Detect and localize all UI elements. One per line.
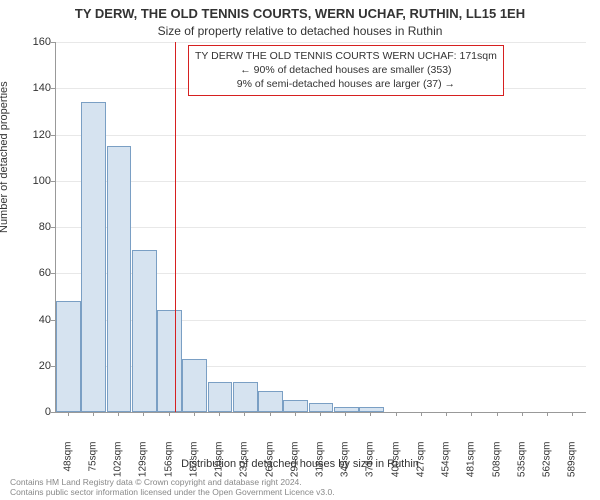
reference-line xyxy=(175,42,176,412)
x-tick-mark xyxy=(93,412,94,416)
y-tick-label: 0 xyxy=(21,406,51,418)
y-tick-mark xyxy=(51,181,55,182)
x-tick-mark xyxy=(169,412,170,416)
gridline xyxy=(56,181,586,182)
x-tick-label: 102sqm xyxy=(113,442,124,482)
annotation-line2: ← 90% of detached houses are smaller (35… xyxy=(195,63,497,77)
x-tick-mark xyxy=(547,412,548,416)
annotation-box: TY DERW THE OLD TENNIS COURTS WERN UCHAF… xyxy=(188,45,504,96)
gridline xyxy=(56,42,586,43)
y-tick-mark xyxy=(51,273,55,274)
chart-title: TY DERW, THE OLD TENNIS COURTS, WERN UCH… xyxy=(0,6,600,21)
x-tick-mark xyxy=(68,412,69,416)
x-tick-mark xyxy=(219,412,220,416)
histogram-bar xyxy=(132,250,157,412)
histogram-bar xyxy=(359,407,384,412)
x-tick-mark xyxy=(244,412,245,416)
x-tick-mark xyxy=(118,412,119,416)
x-tick-label: 210sqm xyxy=(214,442,225,482)
histogram-bar xyxy=(56,301,81,412)
y-tick-label: 80 xyxy=(21,221,51,233)
x-tick-mark xyxy=(370,412,371,416)
x-tick-mark xyxy=(421,412,422,416)
y-tick-label: 100 xyxy=(21,175,51,187)
annotation-line3: 9% of semi-detached houses are larger (3… xyxy=(195,77,497,91)
y-tick-mark xyxy=(51,88,55,89)
x-tick-label: 237sqm xyxy=(239,442,250,482)
x-tick-mark xyxy=(446,412,447,416)
x-tick-mark xyxy=(572,412,573,416)
x-tick-label: 156sqm xyxy=(163,442,174,482)
x-tick-mark xyxy=(396,412,397,416)
x-tick-label: 508sqm xyxy=(491,442,502,482)
x-tick-label: 291sqm xyxy=(289,442,300,482)
x-tick-label: 48sqm xyxy=(62,442,73,482)
x-tick-mark xyxy=(270,412,271,416)
y-tick-mark xyxy=(51,412,55,413)
x-tick-label: 400sqm xyxy=(390,442,401,482)
gridline xyxy=(56,227,586,228)
x-tick-label: 129sqm xyxy=(138,442,149,482)
x-tick-label: 183sqm xyxy=(188,442,199,482)
x-tick-mark xyxy=(345,412,346,416)
x-tick-mark xyxy=(522,412,523,416)
histogram-bar xyxy=(233,382,258,412)
histogram-bar xyxy=(283,400,308,412)
y-tick-label: 20 xyxy=(21,360,51,372)
x-tick-label: 427sqm xyxy=(415,442,426,482)
x-tick-mark xyxy=(471,412,472,416)
x-tick-mark xyxy=(295,412,296,416)
x-tick-label: 454sqm xyxy=(441,442,452,482)
histogram-bar xyxy=(208,382,233,412)
x-tick-label: 535sqm xyxy=(516,442,527,482)
gridline xyxy=(56,135,586,136)
footer-line2: Contains public sector information licen… xyxy=(10,487,335,498)
x-tick-label: 345sqm xyxy=(340,442,351,482)
y-tick-label: 40 xyxy=(21,314,51,326)
histogram-bar xyxy=(107,146,132,412)
chart-container: TY DERW, THE OLD TENNIS COURTS, WERN UCH… xyxy=(0,0,600,500)
histogram-bar xyxy=(258,391,283,412)
histogram-bar xyxy=(157,310,182,412)
x-tick-label: 75sqm xyxy=(87,442,98,482)
x-tick-mark xyxy=(194,412,195,416)
y-tick-mark xyxy=(51,366,55,367)
histogram-bar xyxy=(182,359,207,412)
annotation-line1: TY DERW THE OLD TENNIS COURTS WERN UCHAF… xyxy=(195,49,497,63)
y-tick-label: 60 xyxy=(21,267,51,279)
x-tick-label: 318sqm xyxy=(315,442,326,482)
x-tick-label: 589sqm xyxy=(567,442,578,482)
y-tick-label: 140 xyxy=(21,82,51,94)
x-tick-label: 481sqm xyxy=(466,442,477,482)
y-tick-label: 120 xyxy=(21,129,51,141)
plot-area: TY DERW THE OLD TENNIS COURTS WERN UCHAF… xyxy=(55,42,586,413)
histogram-bar xyxy=(309,403,334,412)
x-tick-mark xyxy=(143,412,144,416)
x-tick-label: 264sqm xyxy=(264,442,275,482)
y-tick-mark xyxy=(51,42,55,43)
x-tick-mark xyxy=(320,412,321,416)
x-tick-mark xyxy=(497,412,498,416)
y-tick-mark xyxy=(51,227,55,228)
chart-subtitle: Size of property relative to detached ho… xyxy=(0,24,600,38)
x-tick-label: 562sqm xyxy=(542,442,553,482)
y-tick-mark xyxy=(51,320,55,321)
y-tick-label: 160 xyxy=(21,36,51,48)
x-tick-label: 373sqm xyxy=(365,442,376,482)
y-axis-label: Number of detached properties xyxy=(0,81,10,233)
y-tick-mark xyxy=(51,135,55,136)
histogram-bar xyxy=(81,102,106,412)
